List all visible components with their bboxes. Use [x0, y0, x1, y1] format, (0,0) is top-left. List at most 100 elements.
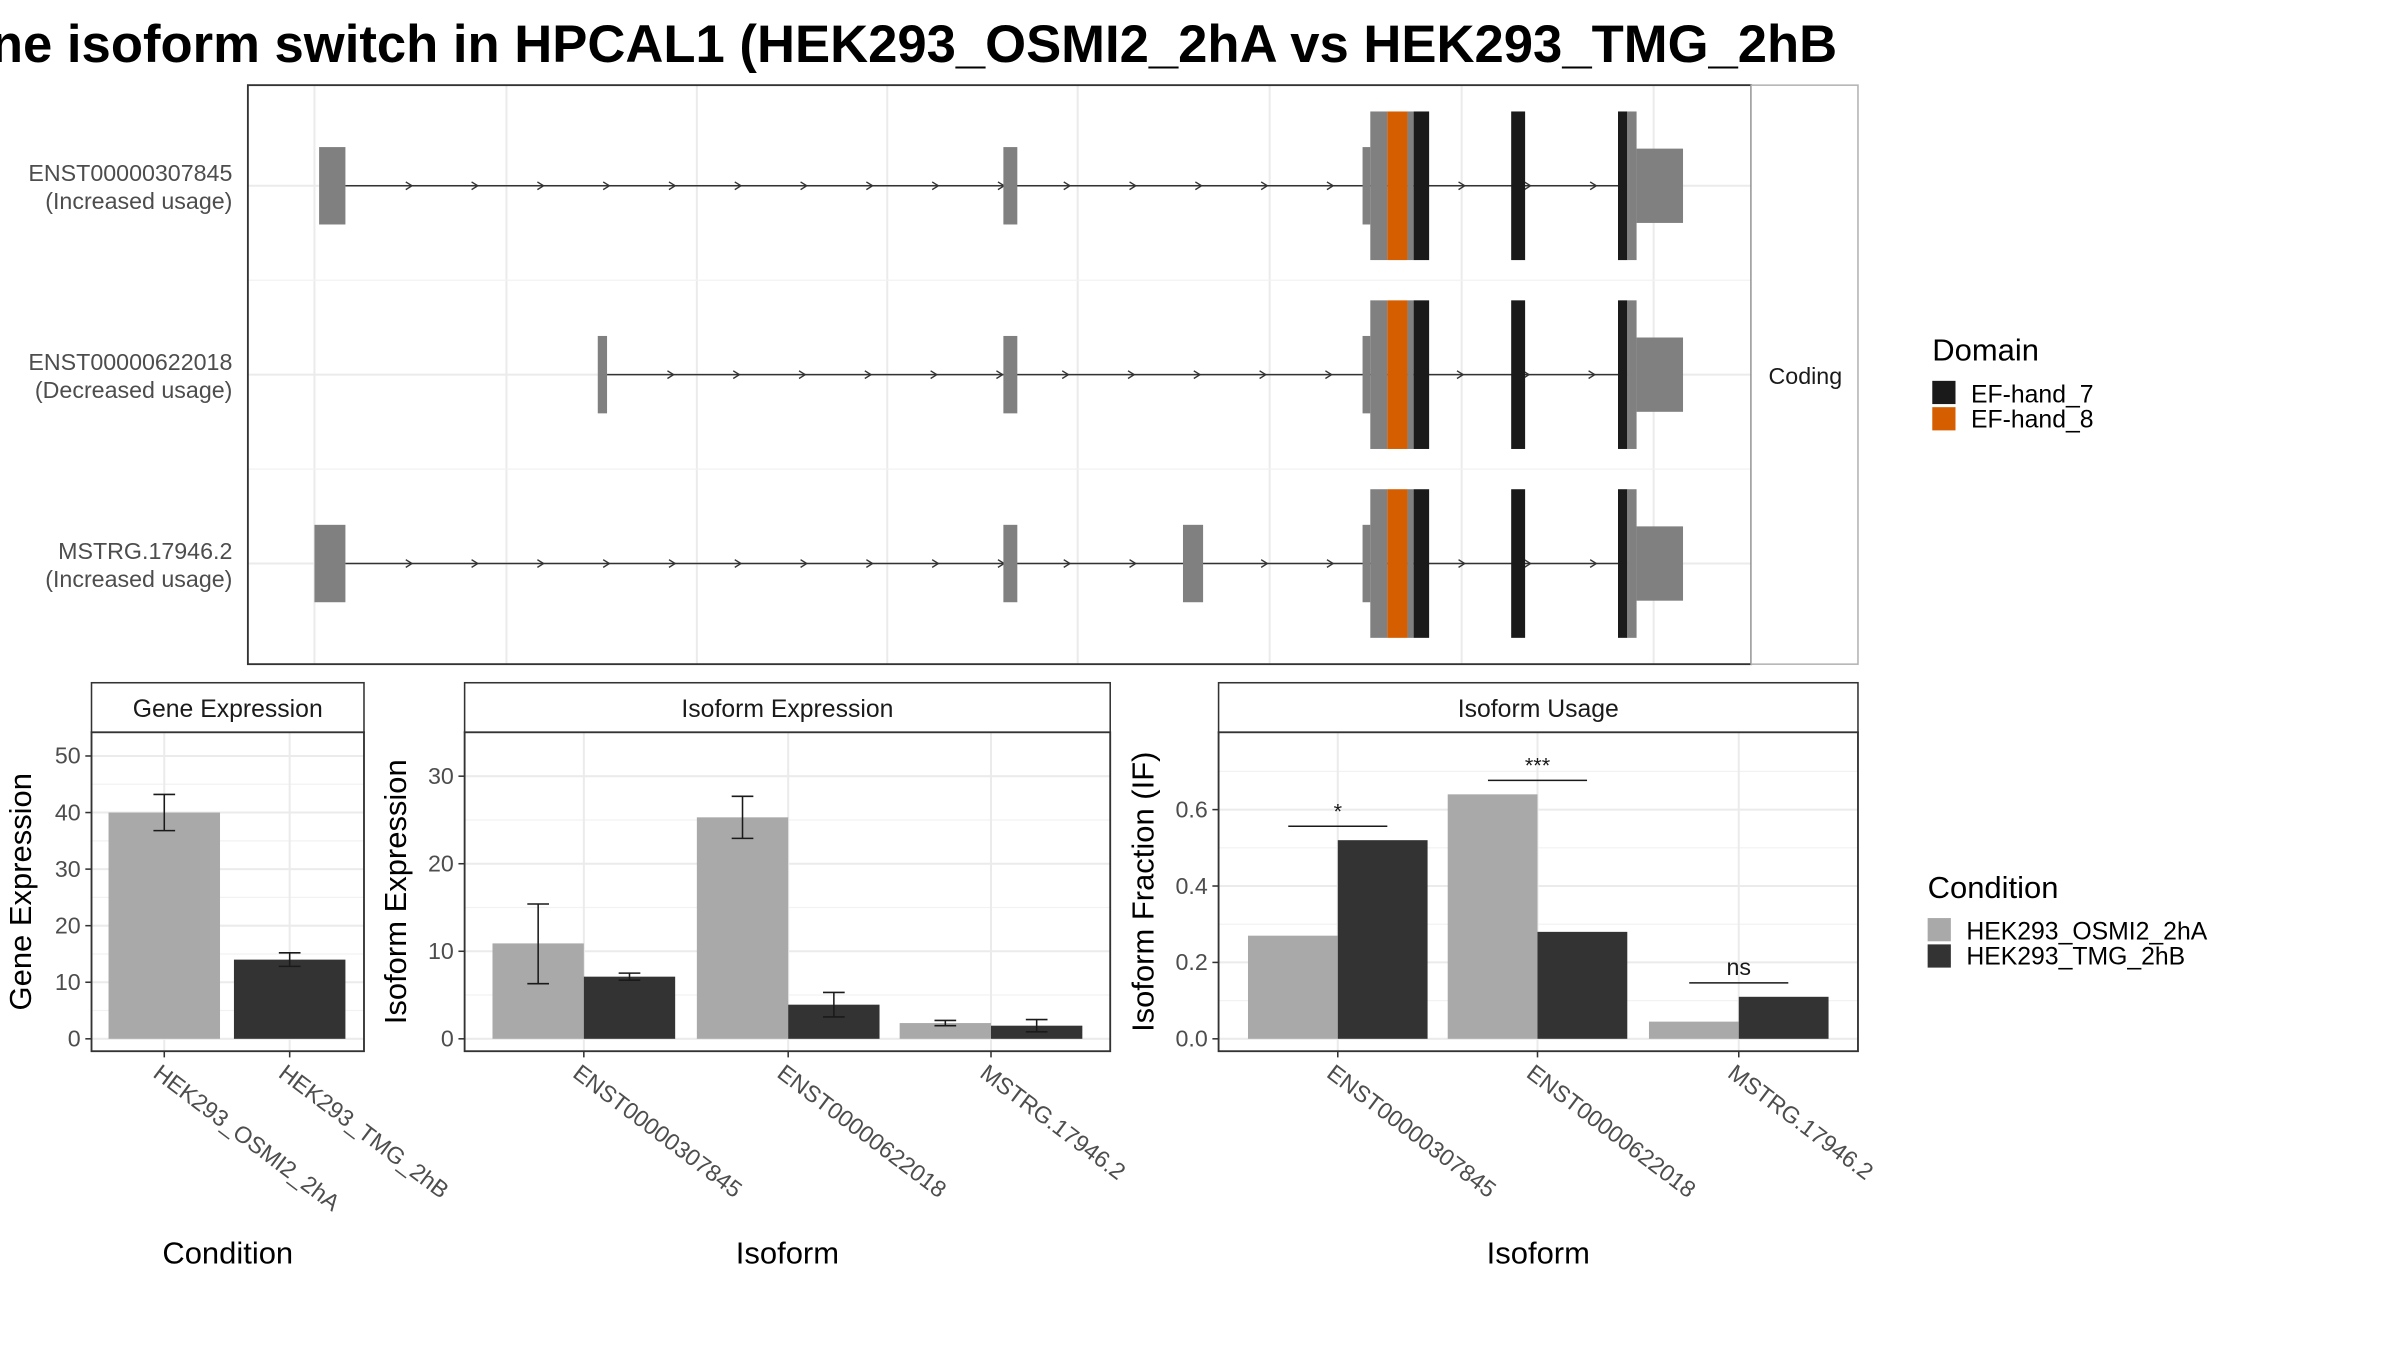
- intron-direction-arrow: [734, 559, 743, 568]
- domain-ef-hand-7: [1413, 111, 1430, 261]
- intron-direction-arrow: [1456, 370, 1465, 380]
- coding-exon: [1627, 489, 1637, 638]
- significance-label: *: [1334, 798, 1343, 823]
- exon: [1362, 335, 1371, 414]
- figure-title: ne isoform switch in HPCAL1 (HEK293_OSMI…: [0, 15, 1837, 74]
- intron-direction-arrow: [866, 559, 874, 568]
- intron-direction-arrow: [471, 559, 480, 568]
- intron-direction-arrow: [537, 559, 545, 568]
- y-axis-title: Gene Expression: [3, 773, 38, 1010]
- y-tick-label: 10: [55, 969, 81, 995]
- intron-direction-arrow: [405, 181, 414, 191]
- facet-strip: [90, 681, 365, 734]
- isoform-expression-chart: Isoform Expression 0 10 20 30 ENST00000307845…: [378, 681, 1130, 1270]
- intron-direction-arrow: [602, 559, 611, 568]
- significance-label: ***: [1525, 753, 1551, 778]
- y-tick-label: 50: [55, 743, 81, 769]
- y-axis-title: Isoform Fraction (IF): [1126, 752, 1161, 1032]
- transcript-id-label: MSTRG.17946.2: [58, 538, 232, 564]
- intron-direction-arrow: [667, 370, 675, 380]
- intron-direction-arrow: [1588, 370, 1597, 380]
- coding-exon: [1370, 111, 1388, 261]
- domain-ef-hand-7: [1618, 489, 1628, 638]
- y-tick-label: 0.4: [1175, 873, 1207, 899]
- intron-direction-arrow: [1129, 181, 1138, 191]
- exon: [314, 524, 346, 603]
- intron-direction-arrow: [537, 181, 545, 191]
- x-tick-label: ENST00000307845: [568, 1059, 747, 1203]
- coding-exon: [1370, 300, 1388, 449]
- intron-direction-arrow: [1523, 181, 1532, 191]
- legend-label-ef-hand-7: EF-hand_7: [1971, 382, 2094, 409]
- intron-direction-arrow: [800, 181, 809, 191]
- bar: [1337, 840, 1428, 1039]
- exon: [1182, 524, 1204, 603]
- transcript-structure-panel: Coding ENST00000307845 (Increased usage)…: [28, 84, 1859, 666]
- domain-ef-hand-7: [1618, 300, 1628, 449]
- transcript-usage-label: (Increased usage): [45, 188, 232, 214]
- condition-legend-title: Condition: [1928, 870, 2059, 905]
- domain-ef-hand-7: [1618, 111, 1628, 261]
- coding-exon: [1627, 300, 1637, 449]
- x-tick-label: ENST00000307845: [1322, 1059, 1501, 1203]
- intron-direction-arrow: [866, 181, 874, 191]
- transcript-tracks: [314, 111, 1684, 638]
- intron-direction-arrow: [1523, 559, 1532, 568]
- bar: [233, 959, 346, 1039]
- intron-direction-arrow: [734, 181, 743, 191]
- significance-label: ns: [1726, 954, 1751, 980]
- legend-label-condition-b: HEK293_TMG_2hB: [1966, 944, 2185, 971]
- intron-direction-arrow: [471, 181, 480, 191]
- condition-legend: Condition HEK293_OSMI2_2hA HEK293_TMG_2h…: [1927, 870, 2208, 971]
- plot-panel-border: [90, 731, 365, 1053]
- bar: [1537, 931, 1628, 1039]
- intron-direction-arrow: [1458, 181, 1467, 191]
- transcript-usage-label: (Decreased usage): [35, 377, 232, 403]
- exon: [1003, 335, 1018, 414]
- y-tick-label: 10: [428, 938, 454, 964]
- y-tick-label: 20: [55, 912, 81, 938]
- domain-ef-hand-7: [1511, 489, 1526, 638]
- intron-direction-arrow: [1063, 559, 1072, 568]
- domain-legend-title: Domain: [1932, 333, 2039, 368]
- y-tick-label: 0: [441, 1026, 454, 1052]
- domain-ef-hand-7: [1413, 489, 1430, 638]
- intron-direction-arrow: [798, 370, 807, 380]
- x-axis-title: Isoform: [1487, 1235, 1590, 1270]
- intron-direction-arrow: [732, 370, 741, 380]
- intron-direction-arrow: [996, 370, 1004, 380]
- intron-direction-arrow: [405, 559, 414, 568]
- legend-key-ef-hand-8: [1932, 407, 1956, 431]
- coding-exon: [1407, 300, 1414, 449]
- intron-direction-arrow: [1260, 181, 1269, 191]
- intron-direction-arrow: [931, 559, 940, 568]
- x-tick-label: MSTRG.17946.2: [1723, 1059, 1878, 1185]
- y-tick-label: 30: [428, 763, 454, 789]
- coding-exon: [1370, 489, 1388, 638]
- intron-direction-arrow: [1129, 559, 1138, 568]
- exon: [1003, 147, 1018, 225]
- intron-direction-arrow: [1260, 559, 1269, 568]
- intron-direction-arrow: [1325, 370, 1333, 380]
- transcript-usage-label: (Increased usage): [45, 566, 232, 592]
- exon: [1636, 526, 1684, 601]
- legend-key-condition-a: [1927, 918, 1951, 942]
- legend-label-ef-hand-8: EF-hand_8: [1971, 406, 2094, 433]
- x-tick-label: ENST00000622018: [773, 1059, 952, 1203]
- y-tick-label: 0.6: [1175, 796, 1207, 822]
- intron-direction-arrow: [668, 559, 677, 568]
- y-tick-label: 0.2: [1175, 949, 1207, 975]
- y-axis-title: Isoform Expression: [378, 759, 413, 1024]
- y-tick-label: 0: [68, 1026, 81, 1052]
- legend-label-condition-a: HEK293_OSMI2_2hA: [1966, 919, 2207, 946]
- domain-ef-hand-8: [1387, 489, 1408, 638]
- bar: [696, 817, 789, 1039]
- exon: [1003, 524, 1018, 603]
- x-axis-title: Isoform: [736, 1235, 839, 1270]
- x-axis-title: Condition: [162, 1235, 293, 1270]
- coding-exon: [1407, 489, 1414, 638]
- legend-key-ef-hand-7: [1932, 380, 1956, 405]
- exon: [1362, 524, 1371, 603]
- intron-direction-arrow: [930, 370, 939, 380]
